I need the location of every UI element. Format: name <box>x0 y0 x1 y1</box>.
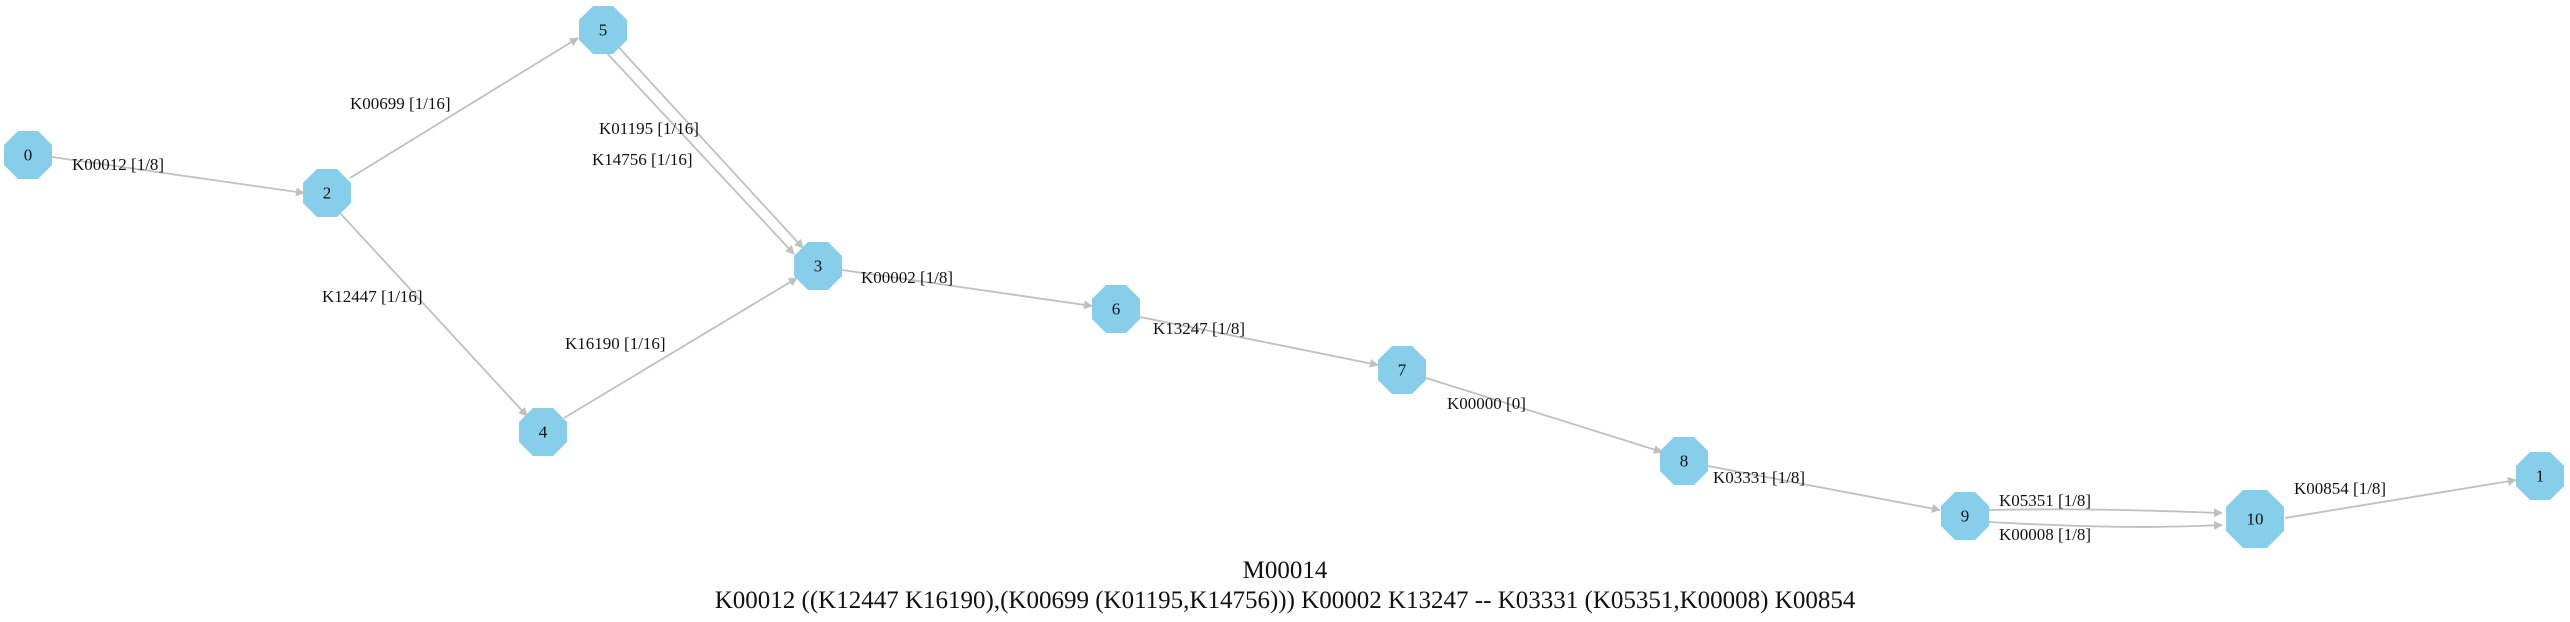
edge-6-7 <box>1139 316 1379 368</box>
edge-label: K00000 [0] <box>1447 394 1526 413</box>
edge-label: K13247 [1/8] <box>1153 319 1245 338</box>
edge-label: K14756 [1/16] <box>592 150 693 169</box>
node-10: 10 <box>2226 490 2284 548</box>
edge-9-10-a <box>1988 508 2223 518</box>
node-label: 0 <box>24 146 33 165</box>
module-definition: K00012 ((K12447 K16190),(K00699 (K01195,… <box>715 587 1856 614</box>
edge-5-3-b <box>603 49 795 255</box>
edge-8-9 <box>1707 465 1941 513</box>
edge-2-4 <box>339 212 528 417</box>
node-label: 6 <box>1112 300 1121 319</box>
edge-label: K00699 [1/16] <box>350 94 451 113</box>
caption: M00014 K00012 ((K12447 K16190),(K00699 (… <box>715 557 1856 614</box>
node-label: 7 <box>1398 361 1407 380</box>
edge-2-5 <box>349 37 579 179</box>
edge-label: K00008 [1/8] <box>1999 525 2091 544</box>
edge-label: K05351 [1/8] <box>1999 491 2091 510</box>
node-7: 7 <box>1378 346 1426 394</box>
module-title: M00014 <box>1243 557 1328 584</box>
edge-10-1 <box>2284 476 2517 519</box>
edges <box>51 37 2517 530</box>
node-1: 1 <box>2516 452 2564 500</box>
edge-label: K03331 [1/8] <box>1713 468 1805 487</box>
edge-5-3-a <box>611 39 804 249</box>
node-label: 5 <box>599 21 608 40</box>
node-4: 4 <box>519 408 567 456</box>
node-8: 8 <box>1660 437 1708 485</box>
edge-labels: K00012 [1/8] K00699 [1/16] K12447 [1/16]… <box>72 94 2386 544</box>
edge-label: K12447 [1/16] <box>322 287 423 306</box>
node-label: 10 <box>2247 510 2264 529</box>
edge-label: K01195 [1/16] <box>599 119 699 138</box>
nodes: 0 2 5 4 3 6 7 8 <box>4 6 2564 548</box>
node-label: 4 <box>539 423 548 442</box>
node-3: 3 <box>794 242 842 290</box>
node-label: 9 <box>1961 507 1970 526</box>
node-label: 8 <box>1680 452 1689 471</box>
node-6: 6 <box>1092 285 1140 333</box>
edge-label: K00002 [1/8] <box>861 268 953 287</box>
node-0: 0 <box>4 131 52 179</box>
edge-label: K00854 [1/8] <box>2294 479 2386 498</box>
edge-7-8 <box>1425 377 1663 454</box>
edge-0-2 <box>51 156 305 197</box>
edge-label: K16190 [1/16] <box>565 334 666 353</box>
node-label: 3 <box>814 257 823 276</box>
edge-3-6 <box>841 269 1093 310</box>
node-label: 2 <box>323 184 332 203</box>
edge-4-3 <box>563 277 798 419</box>
node-5: 5 <box>579 6 627 54</box>
node-2: 2 <box>303 169 351 217</box>
node-9: 9 <box>1941 492 1989 540</box>
edge-label: K00012 [1/8] <box>72 155 164 174</box>
node-label: 1 <box>2536 467 2545 486</box>
edge-9-10-b <box>1988 520 2223 530</box>
